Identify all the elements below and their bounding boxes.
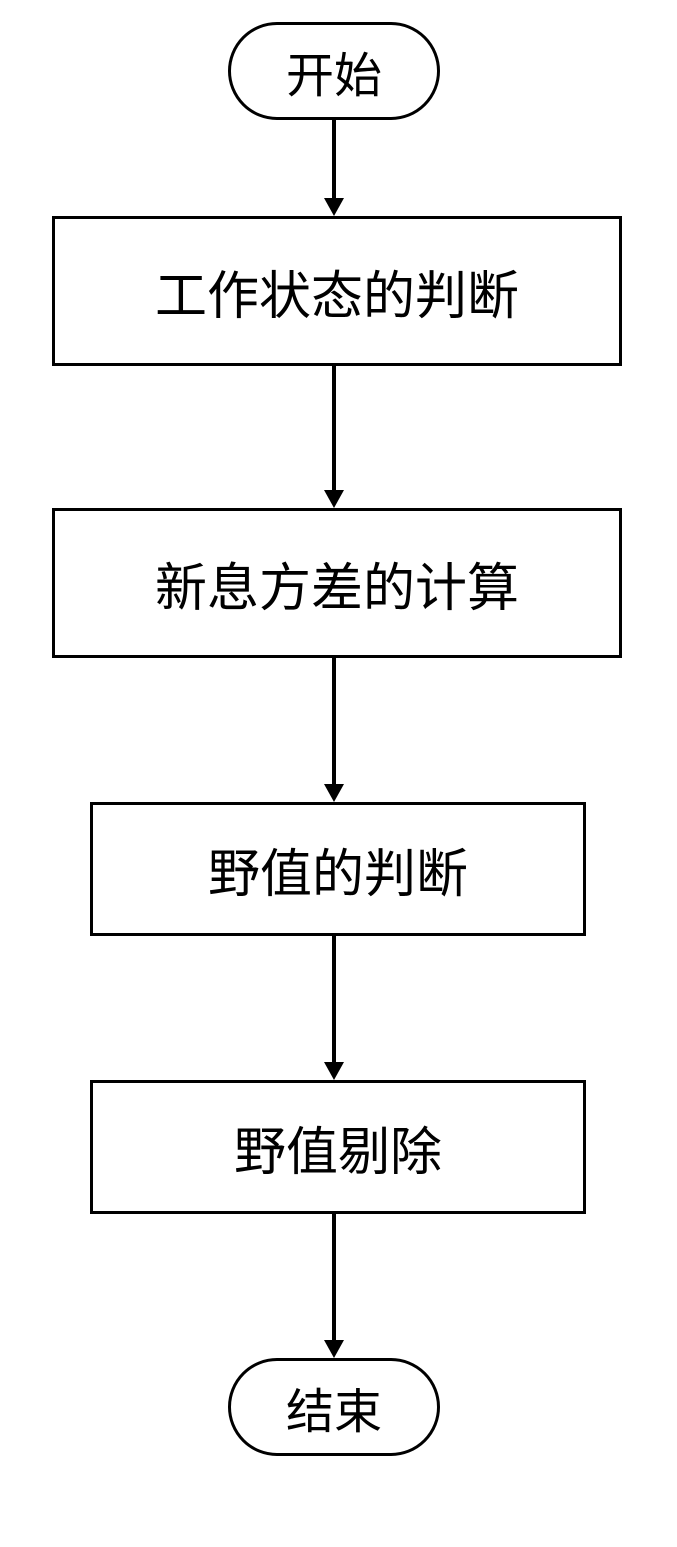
arrowhead-4 [324, 1062, 344, 1080]
arrowhead-5 [324, 1340, 344, 1358]
arrow-4 [332, 936, 336, 1062]
arrow-3 [332, 658, 336, 784]
start-label: 开始 [286, 36, 382, 106]
arrow-2 [332, 366, 336, 490]
flowchart-container: 开始 工作状态的判断 新息方差的计算 野值的判断 野值剔除 结束 [0, 0, 677, 1547]
step1-node: 工作状态的判断 [52, 216, 622, 366]
step4-label: 野值剔除 [234, 1110, 442, 1185]
step2-label: 新息方差的计算 [155, 546, 519, 621]
start-node: 开始 [228, 22, 440, 120]
step1-label: 工作状态的判断 [155, 254, 519, 329]
arrowhead-2 [324, 490, 344, 508]
arrow-5 [332, 1214, 336, 1340]
end-node: 结束 [228, 1358, 440, 1456]
end-label: 结束 [286, 1372, 382, 1442]
step3-label: 野值的判断 [208, 832, 468, 907]
step2-node: 新息方差的计算 [52, 508, 622, 658]
arrowhead-1 [324, 198, 344, 216]
step3-node: 野值的判断 [90, 802, 586, 936]
step4-node: 野值剔除 [90, 1080, 586, 1214]
arrow-1 [332, 120, 336, 198]
arrowhead-3 [324, 784, 344, 802]
